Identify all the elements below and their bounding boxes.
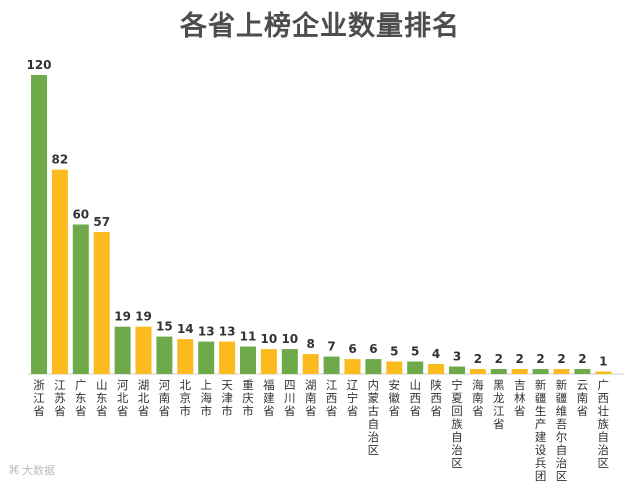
category-label-5: 湖北省 (138, 378, 150, 418)
value-label-23: 2 (516, 352, 524, 366)
category-label-0: 浙江省 (33, 378, 45, 418)
bar-7 (177, 339, 194, 374)
bar-20 (449, 366, 465, 374)
bar-27 (595, 371, 612, 374)
category-label-11: 福建省 (263, 378, 275, 418)
category-label-24: 新疆生产建设兵团 (535, 378, 547, 483)
watermark: ⌘ 大数据 (8, 462, 55, 478)
value-label-17: 5 (390, 345, 398, 359)
value-label-26: 2 (578, 352, 586, 366)
bar-6 (156, 336, 173, 374)
bar-2 (72, 224, 89, 374)
category-label-12: 四川省 (284, 378, 296, 418)
category-label-16: 内蒙古自治区 (368, 378, 380, 457)
bar-13 (302, 354, 319, 374)
value-label-24: 2 (536, 352, 544, 366)
bar-10 (240, 346, 256, 374)
value-label-13: 8 (307, 337, 315, 351)
value-label-4: 19 (114, 310, 131, 324)
bar-21 (469, 369, 486, 374)
category-label-9: 天津市 (221, 378, 233, 418)
category-label-21: 海南省 (472, 378, 484, 418)
value-label-14: 7 (327, 340, 335, 354)
value-label-22: 2 (495, 352, 503, 366)
bar-1 (51, 169, 68, 374)
weibo-like-icon: ⌘ (8, 463, 20, 477)
category-label-19: 陕西省 (430, 378, 442, 418)
category-label-4: 河北省 (117, 378, 129, 418)
bar-8 (198, 341, 215, 374)
value-label-19: 4 (432, 347, 440, 361)
bar-9 (219, 341, 236, 374)
value-label-20: 3 (453, 350, 461, 364)
value-label-8: 13 (198, 325, 215, 339)
category-label-14: 江西省 (326, 378, 338, 418)
bar-3 (93, 232, 110, 374)
value-label-21: 2 (474, 352, 482, 366)
value-label-18: 5 (411, 345, 419, 359)
bar-18 (407, 361, 424, 374)
bar-0 (31, 75, 47, 374)
value-label-6: 15 (156, 320, 173, 334)
value-label-27: 1 (599, 355, 607, 369)
value-label-7: 14 (177, 322, 194, 336)
value-label-0: 120 (26, 58, 51, 72)
category-label-25: 新疆维吾尔自治区 (556, 378, 568, 483)
value-label-2: 60 (72, 208, 89, 222)
value-label-15: 6 (348, 342, 356, 356)
category-label-13: 湖南省 (305, 378, 317, 418)
bar-26 (574, 369, 591, 374)
category-label-22: 黑龙江省 (493, 378, 505, 431)
bar-23 (511, 369, 528, 374)
category-label-10: 重庆市 (242, 378, 254, 418)
value-label-3: 57 (93, 215, 110, 229)
category-label-6: 河南省 (159, 378, 171, 418)
value-label-16: 6 (369, 342, 377, 356)
value-label-5: 19 (135, 310, 152, 324)
category-label-26: 云南省 (577, 378, 589, 418)
bar-11 (260, 349, 277, 374)
bar-17 (386, 361, 403, 374)
category-label-7: 北京市 (180, 378, 192, 418)
value-label-9: 13 (219, 325, 236, 339)
category-label-18: 山西省 (409, 378, 421, 418)
chart-title: 各省上榜企业数量排名 (180, 11, 460, 42)
category-label-23: 吉林省 (514, 378, 526, 418)
watermark-text: 大数据 (22, 464, 55, 477)
bar-22 (490, 369, 507, 374)
category-label-20: 宁夏回族自治区 (451, 378, 463, 470)
bar-12 (281, 349, 298, 374)
bar-16 (365, 359, 382, 375)
category-label-27: 广西壮族自治区 (598, 378, 610, 470)
category-label-8: 上海市 (200, 378, 212, 418)
category-label-3: 山东省 (96, 378, 108, 418)
value-label-11: 10 (261, 332, 278, 346)
value-label-10: 11 (240, 330, 257, 344)
bar-4 (114, 326, 131, 374)
bar-19 (428, 364, 445, 374)
bar-25 (553, 369, 570, 374)
bar-14 (323, 356, 340, 374)
category-label-1: 江苏省 (54, 378, 66, 418)
category-label-17: 安徽省 (389, 378, 401, 418)
value-label-1: 82 (52, 153, 69, 167)
bar-15 (344, 359, 361, 375)
value-label-12: 10 (281, 332, 298, 346)
category-label-2: 广东省 (75, 378, 87, 418)
category-label-15: 辽宁省 (347, 378, 359, 418)
bar-5 (135, 326, 152, 374)
bar-24 (532, 369, 549, 374)
value-label-25: 2 (557, 352, 565, 366)
